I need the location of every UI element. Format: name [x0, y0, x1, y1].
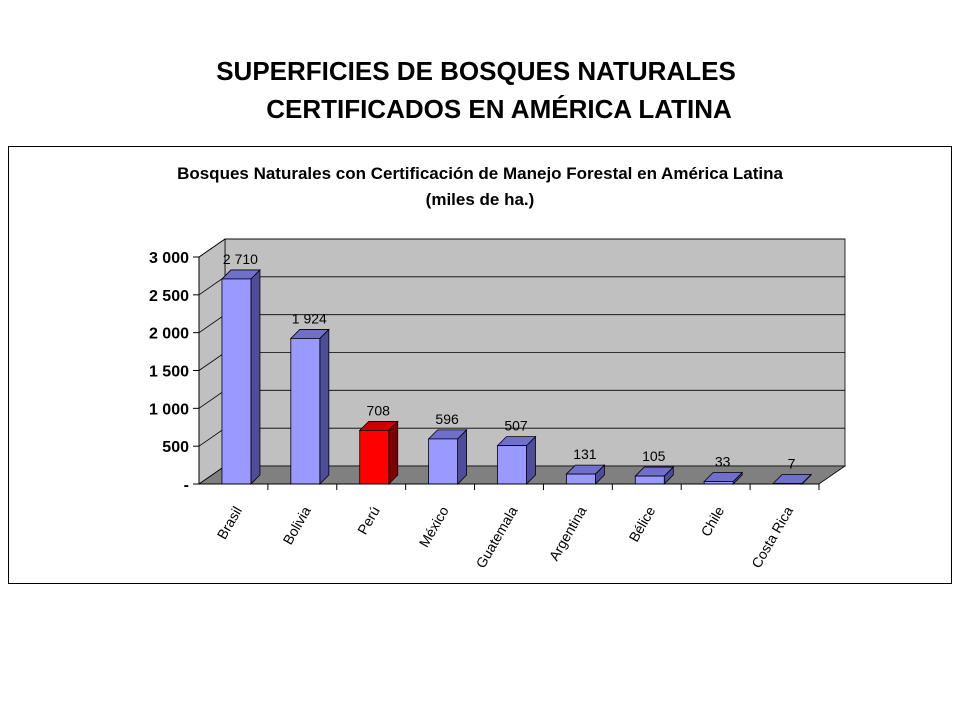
- y-tick-label: 500: [162, 439, 189, 456]
- y-tick-label: 2 500: [149, 288, 189, 305]
- data-label: 1 924: [292, 310, 327, 326]
- x-tick-label: Brasil: [214, 504, 245, 542]
- chart-title: Bosques Naturales con Certificación de M…: [177, 164, 783, 183]
- y-tick-label: 2 000: [149, 326, 189, 343]
- bar-chart: Bosques Naturales con Certificación de M…: [149, 164, 847, 571]
- data-label: 507: [504, 418, 528, 434]
- x-tick-label: Costa Rica: [748, 503, 796, 570]
- data-label: 131: [573, 446, 597, 462]
- bar-bolivia: [290, 338, 321, 485]
- bar-guatemala: [497, 445, 527, 485]
- x-tick-label: Bélice: [625, 503, 658, 544]
- slide-title-line-1: SUPERFICIES DE BOSQUES NATURALES: [216, 56, 736, 86]
- chart-frame: Bosques Naturales con Certificación de M…: [8, 146, 952, 584]
- x-tick-label: México: [416, 503, 452, 550]
- slide-title: SUPERFICIES DE BOSQUES NATURALES CERTIFI…: [0, 52, 960, 128]
- y-tick-label: 1 500: [149, 364, 189, 381]
- data-label: 105: [642, 448, 666, 464]
- y-tick-label: 1 000: [149, 401, 189, 418]
- bar-argentina: [565, 473, 596, 485]
- x-tick-label: Perú: [354, 504, 383, 538]
- bar-per--side: [388, 420, 399, 485]
- bar-m-xico: [428, 438, 459, 485]
- data-label: 33: [715, 454, 731, 470]
- gridline: [198, 238, 845, 258]
- x-tick-label: Argentina: [546, 503, 590, 563]
- bar-per-: [359, 430, 390, 485]
- data-label: 7: [788, 455, 796, 471]
- data-label: 708: [367, 402, 391, 418]
- x-tick-label: Chile: [697, 503, 727, 539]
- bar-brasil: [221, 278, 252, 485]
- bar-b-lice: [634, 475, 665, 485]
- bar-bolivia-side: [319, 328, 330, 485]
- bar-brasil-side: [250, 268, 261, 485]
- x-tick-label: Guatemala: [472, 503, 520, 570]
- y-tick-label: -: [184, 477, 189, 494]
- data-label: 2 710: [223, 251, 258, 267]
- chart-subtitle: (miles de ha.): [426, 190, 535, 209]
- data-label: 596: [435, 411, 459, 427]
- slide-title-line-2: CERTIFICADOS EN AMÉRICA LATINA: [266, 94, 732, 124]
- y-tick-label: 3 000: [149, 250, 189, 267]
- x-tick-label: Bolivia: [279, 503, 314, 547]
